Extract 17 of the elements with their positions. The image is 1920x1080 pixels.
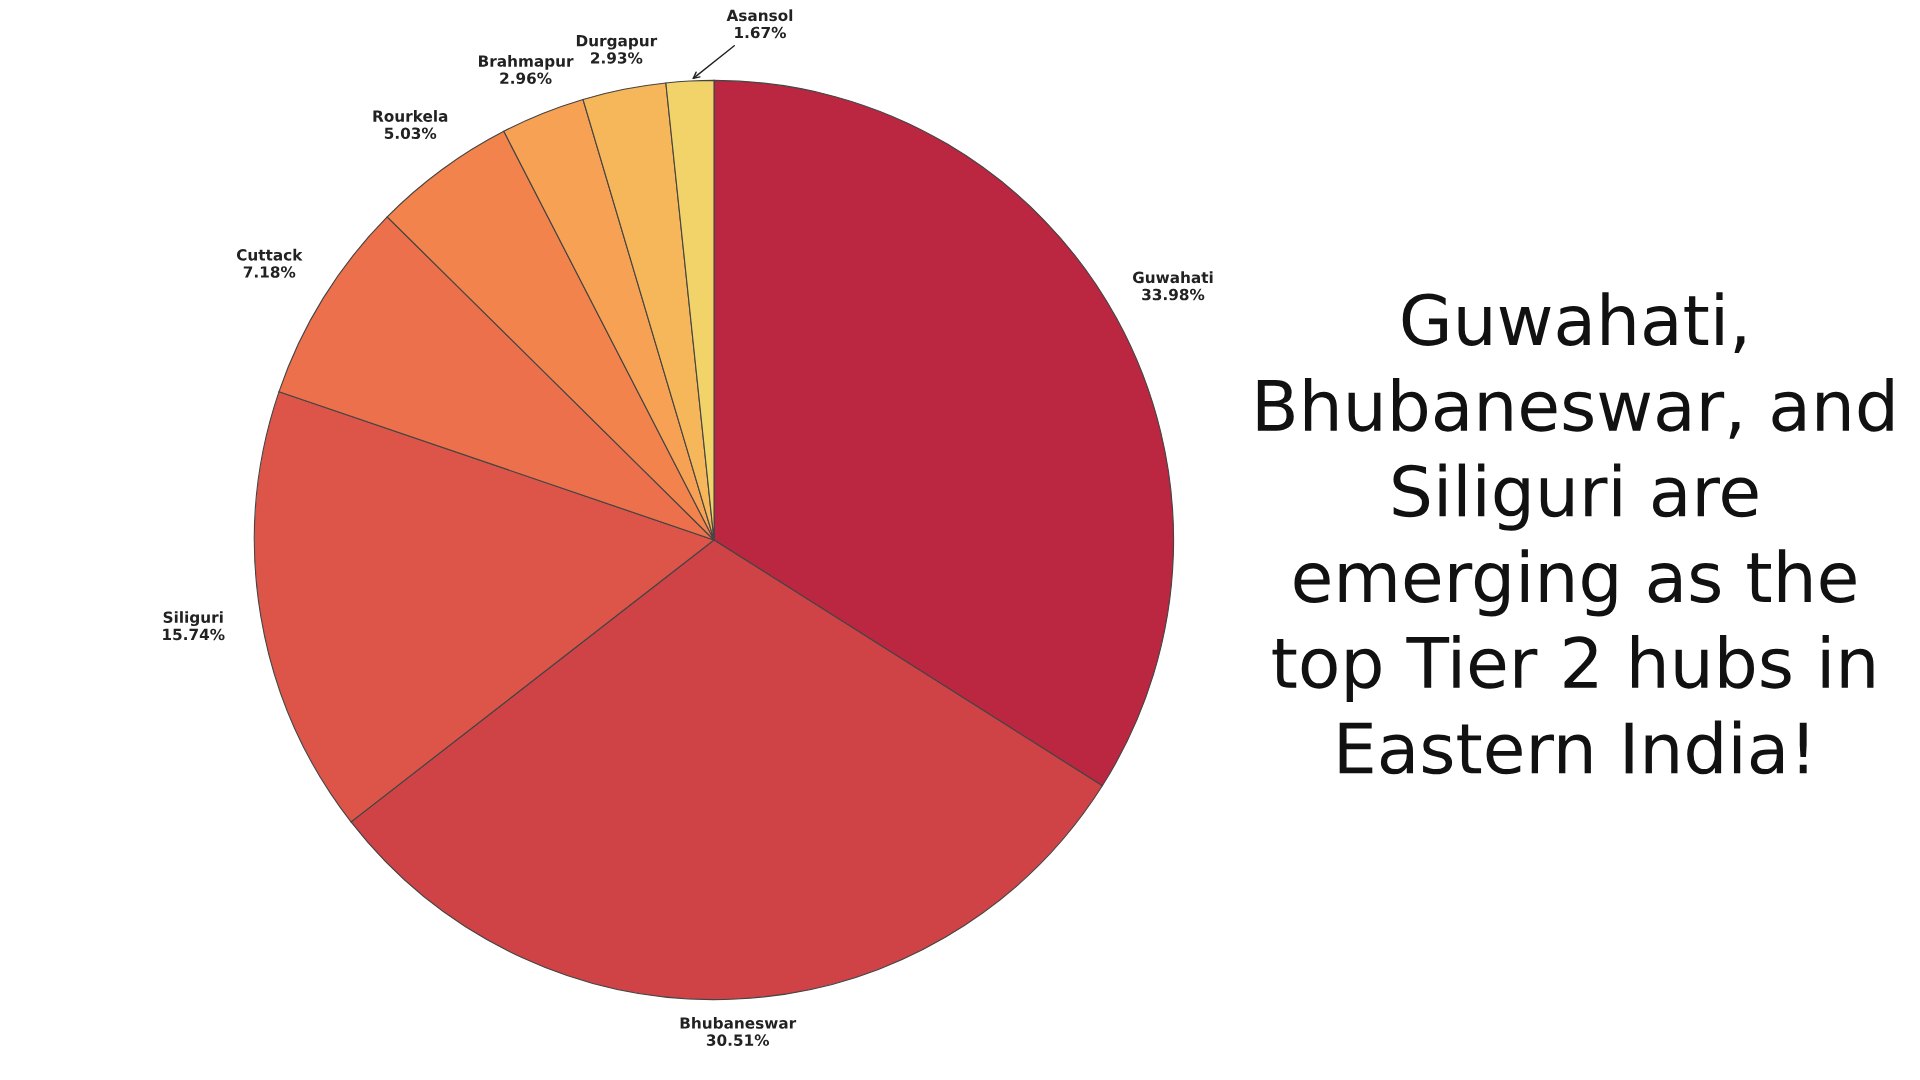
data-label: 33.98% bbox=[1142, 288, 1205, 301]
data-label: 2.93% bbox=[591, 52, 643, 64]
slice-label: Brahmapur bbox=[479, 55, 574, 70]
data-label: 5.03% bbox=[384, 127, 437, 139]
slice-label: Asansol bbox=[726, 9, 793, 22]
slice-label: Siliguri bbox=[163, 611, 223, 627]
data-label: 1.67% bbox=[735, 26, 786, 39]
slice-label: Cuttack bbox=[236, 248, 303, 261]
slice-label: Rourkela bbox=[373, 110, 448, 122]
slice-label: Bhubaneswar bbox=[680, 1016, 797, 1029]
data-label: 15.74% bbox=[163, 628, 225, 641]
data-label: 30.51% bbox=[706, 1034, 770, 1046]
data-label: 2.96% bbox=[500, 72, 552, 84]
data-label: 7.18% bbox=[243, 266, 296, 278]
slice-label: Guwahati bbox=[1132, 271, 1213, 284]
text: Guwahati, Bhubaneswar, and Siliguri are emerging as the top Tier 2 hubs in Eastern India! bbox=[1257, 292, 1893, 775]
slice-label: Durgapur bbox=[576, 35, 658, 50]
